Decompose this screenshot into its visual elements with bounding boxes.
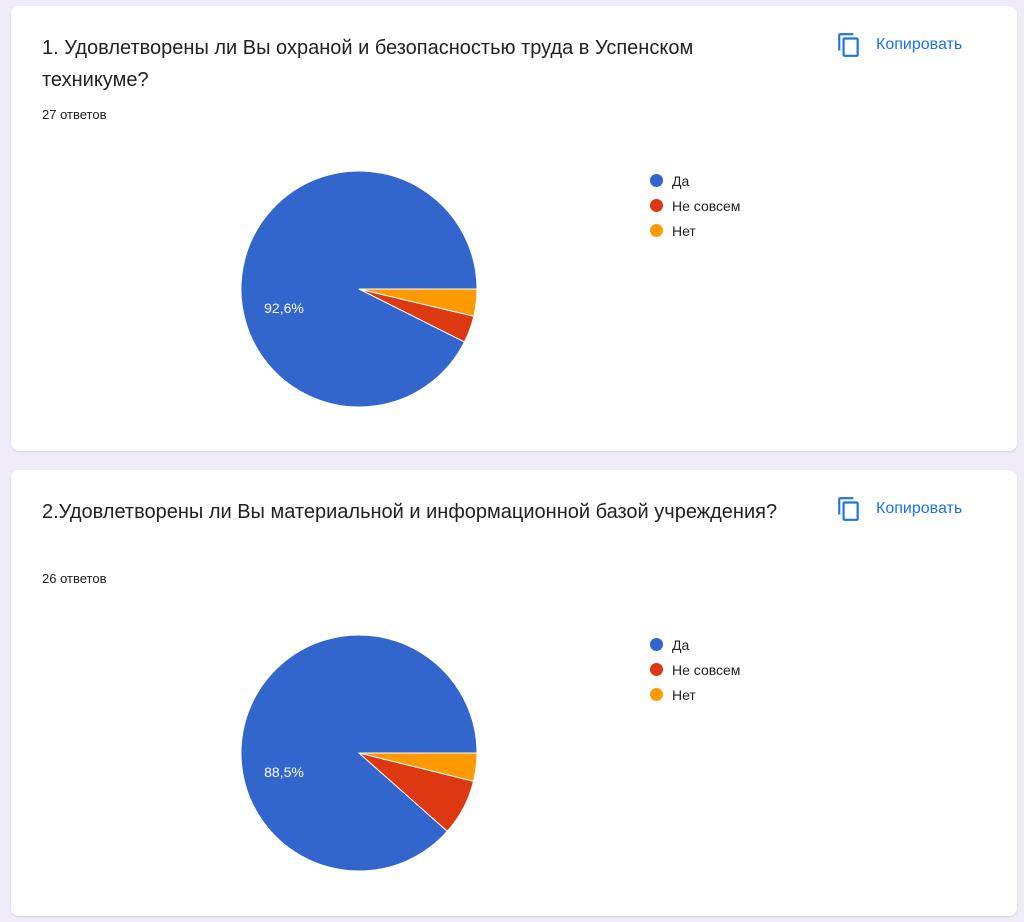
legend-label: Да [672,172,690,189]
legend-item[interactable]: Нет [650,218,740,243]
copy-icon [838,497,859,521]
legend-item[interactable]: Да [650,632,740,657]
legend-swatch [650,199,663,212]
legend-item[interactable]: Не совсем [650,657,740,682]
pie-chart: 92,6% [240,170,478,408]
pie-chart: 88,5% [240,634,478,872]
response-count: 27 ответов [42,107,107,122]
copy-chart-button[interactable]: Копировать [836,32,962,58]
copy-label: Копировать [876,36,963,53]
legend-label: Не совсем [672,197,741,214]
legend-swatch [650,688,663,701]
pie-slice-3[interactable] [358,288,478,317]
copy-label: Копировать [876,500,963,517]
legend-swatch [650,663,663,676]
chart-legend: Да Не совсем Нет [650,168,740,243]
question-card-2: 2.Удовлетворены ли Вы материальной и инф… [11,470,1017,916]
legend-item[interactable]: Нет [650,682,740,707]
response-count: 26 ответов [42,571,107,586]
legend-swatch [650,638,663,651]
copy-chart-button[interactable]: Копировать [836,496,962,522]
legend-item[interactable]: Да [650,168,740,193]
question-title: 2.Удовлетворены ли Вы материальной и инф… [42,501,778,523]
legend-swatch [650,174,663,187]
slice-percentage-label: 92,6% [264,300,304,316]
legend-label: Нет [672,686,696,703]
copy-icon [838,33,859,57]
pie-slice-3[interactable] [358,752,478,782]
legend-label: Не совсем [672,661,741,678]
legend-label: Нет [672,222,696,239]
legend-swatch [650,224,663,237]
legend-item[interactable]: Не совсем [650,193,740,218]
chart-legend: Да Не совсем Нет [650,632,740,707]
question-title: 1. Удовлетворены ли Вы охраной и безопас… [42,37,694,91]
slice-percentage-label: 88,5% [264,764,304,780]
question-card-1: 1. Удовлетворены ли Вы охраной и безопас… [11,6,1017,451]
legend-label: Да [672,636,690,653]
